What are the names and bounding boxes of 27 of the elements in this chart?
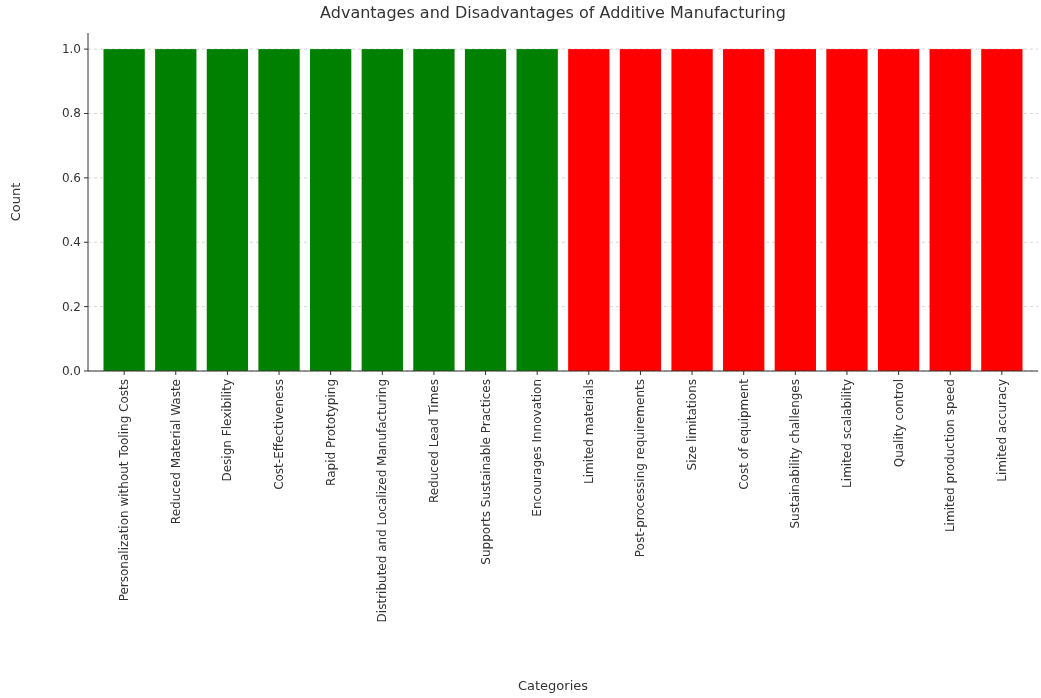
x-tick-label: Design Flexibility xyxy=(220,379,235,482)
chart-title: Advantages and Disadvantages of Additive Manufacturing xyxy=(320,3,786,22)
x-tick-label: Limited materials xyxy=(581,379,596,484)
x-tick-label: Limited production speed xyxy=(943,379,958,533)
x-tick-label: Quality control xyxy=(891,379,906,468)
y-tick-label: 0.8 xyxy=(61,106,81,121)
x-tick-label: Distributed and Localized Manufacturing xyxy=(375,379,390,623)
y-axis-title: Count xyxy=(8,182,23,222)
x-tick-label: Rapid Prototyping xyxy=(323,379,338,486)
x-tick-label: Cost of equipment xyxy=(736,378,751,490)
y-tick-label: 0.6 xyxy=(61,170,81,185)
x-axis-title: Categories xyxy=(517,678,589,693)
x-tick-label: Personalization without Tooling Costs xyxy=(117,379,132,602)
x-tick-label: Sustainability challenges xyxy=(788,379,803,529)
x-tick-label: Limited scalability xyxy=(839,379,854,488)
x-tick-label: Post-processing requirements xyxy=(633,379,648,558)
y-tick-label: 0.0 xyxy=(61,364,81,378)
y-tick-label: 0.4 xyxy=(61,235,81,250)
x-tick-label: Limited accuracy xyxy=(994,379,1009,482)
x-tick-label: Encourages Innovation xyxy=(530,379,545,517)
x-tick-label: Reduced Lead Times xyxy=(426,379,441,504)
y-tick-label: 0.2 xyxy=(61,299,81,314)
y-tick-label: 1.0 xyxy=(61,42,81,57)
x-tick-label: Cost-Effectiveness xyxy=(272,379,287,490)
x-tick-label: Reduced Material Waste xyxy=(168,379,183,525)
x-tick-label: Supports Sustainable Practices xyxy=(478,379,493,565)
x-tick-label: Size limitations xyxy=(685,379,700,471)
